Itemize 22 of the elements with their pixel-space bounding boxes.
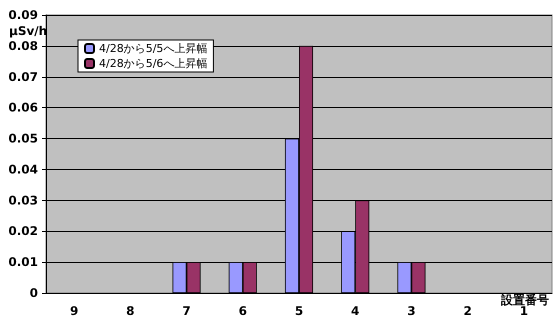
y-tick-label: 0.08: [8, 38, 38, 53]
y-tick-label: 0.03: [8, 193, 38, 208]
x-tick-label: 4: [351, 304, 360, 318]
y-tick-label: 0.09: [8, 8, 38, 22]
y-tick-label: 0: [30, 286, 38, 300]
x-tick-label: 6: [238, 304, 247, 318]
x-tick-label: 8: [126, 304, 135, 318]
y-tick-label: 0.07: [8, 70, 38, 84]
x-axis-title: 設置番号: [500, 293, 549, 307]
x-tick-label: 7: [182, 304, 191, 318]
y-axis-title: μSv/h: [9, 24, 48, 38]
y-tick-label: 0.06: [8, 100, 38, 115]
legend-label: 4/28から5/6へ上昇幅: [99, 57, 208, 70]
legend-label: 4/28から5/5へ上昇幅: [99, 42, 208, 55]
y-tick-label: 0.02: [8, 224, 38, 238]
y-tick-label: 0.05: [8, 132, 38, 146]
y-tick-label: 0.01: [8, 255, 38, 270]
y-tick-label: 0.04: [8, 162, 38, 176]
x-tick-label: 3: [407, 304, 416, 318]
x-tick-label: 2: [463, 304, 472, 318]
x-tick-label: 9: [70, 304, 78, 318]
x-tick-label: 5: [294, 304, 304, 318]
